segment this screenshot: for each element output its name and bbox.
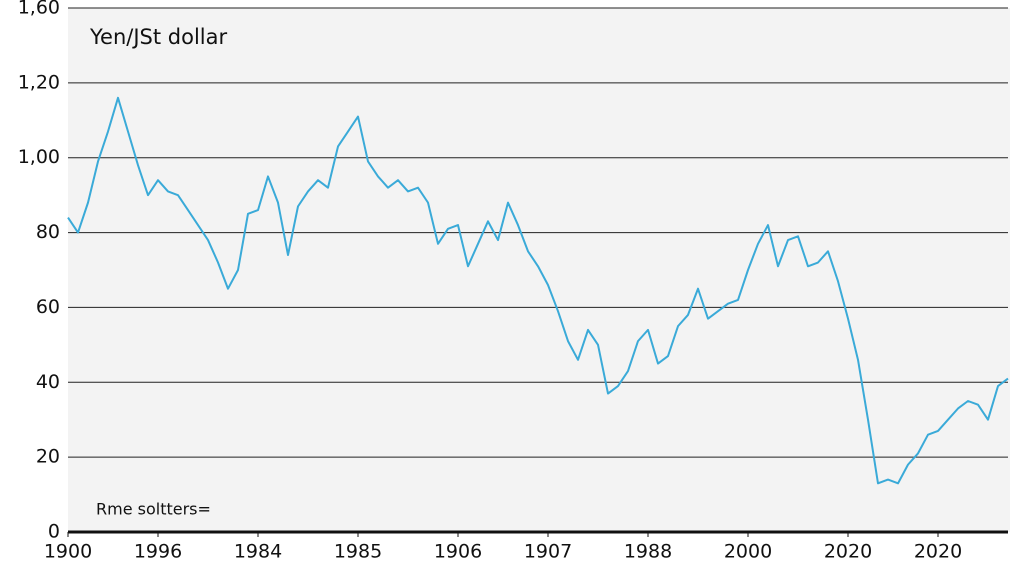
y-tick-label: 1,20	[18, 71, 60, 93]
x-tick-label: 1907	[524, 541, 572, 563]
x-tick-label: 1985	[334, 541, 382, 563]
x-tick-label: 1996	[134, 541, 182, 563]
x-tick-label: 1988	[624, 541, 672, 563]
x-tick-label: 1906	[434, 541, 482, 563]
y-tick-label: 1,00	[18, 146, 60, 168]
y-tick-label: 80	[36, 221, 60, 243]
line-series	[67, 96, 1009, 485]
x-tick-label: 2000	[724, 541, 772, 563]
y-tick-label: 1,60	[18, 0, 60, 19]
y-tick-label: 60	[36, 296, 60, 318]
x-tick-label: 1984	[234, 541, 282, 563]
x-tick-label: 2020	[914, 541, 962, 563]
x-tick-label: 2020	[824, 541, 872, 563]
chart-title: Yen/JSt dollar	[89, 25, 227, 49]
annotation: Rme soltters=	[96, 500, 211, 519]
y-tick-label: 20	[36, 446, 60, 468]
y-tick-label: 40	[36, 371, 60, 393]
x-tick-label: 1900	[44, 541, 92, 563]
y-tick-label: 0	[48, 521, 60, 543]
